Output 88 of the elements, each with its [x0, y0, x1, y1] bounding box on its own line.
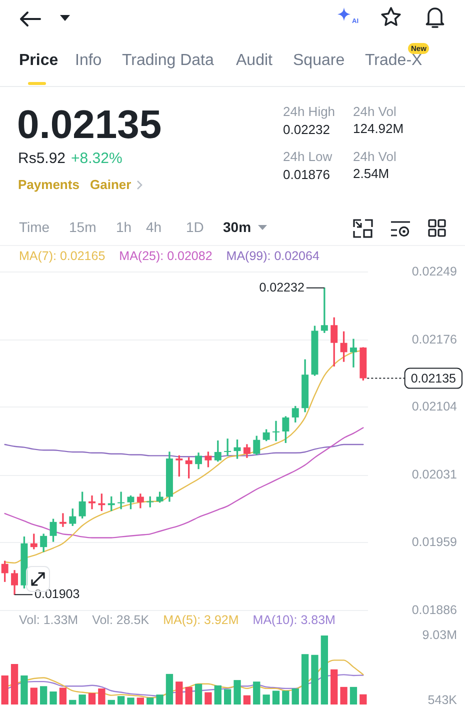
candlestick [118, 492, 125, 510]
text: Gainer [90, 177, 132, 192]
bar [136, 698, 144, 704]
candlestick [350, 338, 357, 368]
text: 124.92M [353, 121, 404, 136]
annotation: 0.01903 [34, 587, 80, 602]
text: 1D [186, 219, 204, 235]
bar [350, 686, 358, 704]
bar [272, 690, 280, 704]
text: Audit [236, 52, 272, 69]
y-tick-label: 0.02176 [412, 332, 458, 347]
bar [50, 692, 57, 704]
text: Info [75, 52, 102, 69]
bar [98, 688, 106, 704]
candlestick [88, 495, 96, 510]
bar [10, 664, 18, 704]
bar [292, 688, 299, 704]
text: Square [293, 52, 345, 69]
y-tick-label: 0.02031 [412, 468, 458, 482]
text: Trade-X [365, 52, 422, 69]
bar [20, 675, 28, 704]
text: 30m [223, 219, 252, 235]
bar [127, 698, 134, 704]
bar [30, 688, 38, 704]
candlestick [59, 513, 66, 527]
text: 24h High [283, 104, 336, 119]
bar [311, 654, 318, 704]
bar [204, 692, 212, 704]
bar [340, 686, 348, 704]
text: MA(99): 0.02064 [226, 249, 320, 263]
y-tick-label: 0.01886 [412, 602, 458, 617]
bar [320, 636, 328, 704]
text: Time [19, 219, 50, 235]
text: 15m [69, 219, 96, 235]
bar [78, 694, 86, 704]
text: MA(10): 3.83M [252, 613, 336, 628]
y-tick-label: 0.01959 [412, 534, 458, 549]
bar [1, 675, 8, 704]
annotation: 0.02232 [259, 280, 304, 294]
text: 24h Low [283, 149, 332, 164]
bar [224, 689, 232, 704]
candlestick [272, 420, 280, 442]
text: Rs5.92 [18, 150, 66, 167]
text: 24h Vol [353, 149, 396, 164]
text: Vol: 28.5K [92, 613, 150, 628]
text: MA(5): 3.92M [163, 613, 239, 628]
bar [253, 682, 260, 704]
text: +8.32% [71, 150, 122, 167]
candlestick [320, 288, 328, 333]
text: 0.01876 [283, 167, 330, 182]
text: 2.54M [353, 166, 390, 181]
y-tick-label: 9.03M [422, 628, 457, 642]
text: MA(7): 0.02165 [19, 249, 106, 263]
bar [146, 698, 154, 704]
bar [108, 700, 115, 704]
text: Vol: 1.33M [19, 613, 78, 628]
bar [214, 685, 222, 704]
bar [194, 684, 202, 704]
text: 1h [116, 219, 132, 235]
bar [301, 654, 309, 704]
bar [330, 669, 338, 704]
y-tick-label: 0.02104 [412, 400, 458, 414]
ref-line-label: 0.02135 [410, 371, 456, 386]
text: 0.02232 [283, 122, 330, 137]
text: MA(25): 0.02082 [119, 249, 212, 263]
bar [360, 694, 367, 704]
bar [40, 686, 48, 704]
text: 24h Vol [353, 104, 396, 119]
text: Price [19, 52, 58, 69]
text: Trading Data [122, 52, 214, 69]
bar [234, 680, 241, 704]
bar [69, 700, 76, 704]
bar [185, 686, 192, 704]
bar [176, 682, 183, 704]
bar [156, 694, 164, 704]
y-tick-label: 543K [428, 692, 458, 707]
bar [262, 694, 270, 704]
bar [88, 693, 96, 704]
y-tick-label: 0.02249 [412, 264, 458, 278]
candlestick [224, 438, 232, 456]
text: Payments [18, 177, 80, 192]
bar [166, 674, 174, 704]
bar [117, 696, 125, 704]
text: 0.02135 [17, 103, 162, 147]
text: 4h [146, 219, 162, 235]
bar [282, 690, 290, 704]
bar [59, 688, 67, 704]
bar [243, 695, 251, 704]
